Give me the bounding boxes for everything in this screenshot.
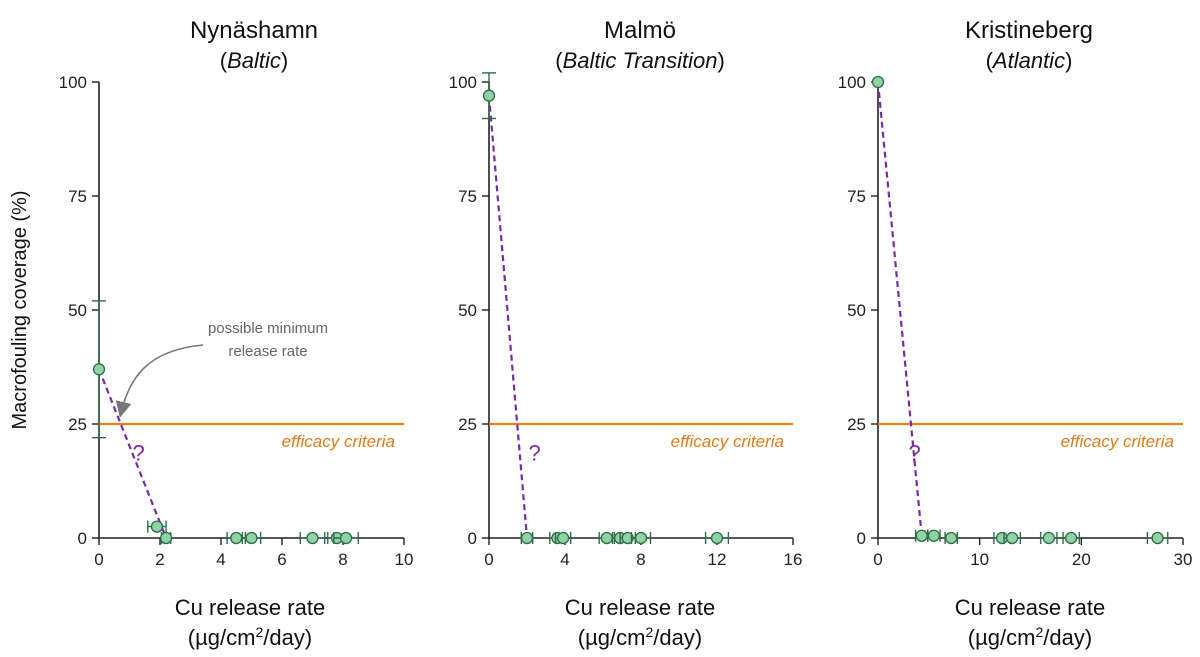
panel-title: Kristineberg	[965, 17, 1093, 44]
y-tick-label: 75	[847, 187, 866, 206]
data-point	[230, 531, 243, 545]
panel-subtitle: (Baltic)	[220, 48, 288, 73]
y-tick-label: 0	[468, 529, 477, 548]
data-point	[556, 531, 570, 545]
data-point	[159, 531, 173, 545]
x-tick-label: 16	[784, 550, 803, 569]
panel-subtitle-text: Baltic	[227, 48, 281, 73]
y-tick-label: 25	[68, 415, 87, 434]
dashed-fit-line	[876, 81, 923, 536]
y-tick-label: 50	[458, 301, 477, 320]
data-point	[306, 531, 319, 545]
x-tick-label: 0	[484, 550, 493, 569]
x-axis-units: (µg/cm2/day)	[578, 624, 702, 650]
panel-subtitle-text: Baltic Transition	[563, 48, 718, 73]
dashed-fit-line	[97, 368, 168, 539]
data-point	[634, 531, 648, 545]
y-tick-label: 25	[458, 415, 477, 434]
annotation-text: possible minimum	[208, 320, 328, 337]
data-point	[1006, 531, 1019, 545]
x-tick-label: 4	[560, 550, 569, 569]
x-tick-label: 20	[1072, 550, 1091, 569]
panel-nynashamn: Nynäshamn (Baltic) Cu release rate (µg/c…	[59, 17, 414, 650]
data-point	[1065, 531, 1078, 545]
panel-title: Malmö	[604, 17, 676, 44]
x-tick-label: 0	[873, 550, 882, 569]
y-tick-label: 0	[78, 529, 87, 548]
threshold-label: efficacy criteria	[1061, 432, 1174, 451]
data-point	[600, 531, 613, 545]
panel-subtitle-text: Atlantic	[991, 48, 1065, 73]
y-axis-label: Macrofouling coverage (%)	[9, 191, 31, 430]
x-tick-label: 10	[395, 550, 414, 569]
panel-kristineberg: Kristineberg (Atlantic) Cu release rate …	[838, 17, 1193, 650]
y-tick-label: 75	[458, 187, 477, 206]
panel-subtitle: (Baltic Transition)	[555, 48, 725, 73]
x-axis-units: (µg/cm2/day)	[188, 624, 312, 650]
panel-subtitle: (Atlantic)	[986, 48, 1073, 73]
uncertainty-marker: ?	[133, 440, 145, 465]
data-point	[245, 531, 258, 545]
data-point	[520, 531, 534, 545]
y-tick-label: 0	[857, 529, 866, 548]
x-tick-label: 6	[277, 550, 286, 569]
data-point	[92, 363, 106, 376]
y-tick-label: 100	[449, 73, 477, 92]
annotation-text: release rate	[228, 343, 307, 360]
data-point	[945, 531, 958, 545]
dashed-fit-line	[487, 95, 529, 539]
y-tick-label: 100	[59, 73, 87, 92]
data-point	[150, 520, 164, 533]
x-tick-label: 8	[636, 550, 645, 569]
data-point	[927, 529, 941, 542]
x-tick-label: 0	[94, 550, 103, 569]
x-axis-label: Cu release rate	[955, 595, 1105, 620]
x-axis-label: Cu release rate	[565, 595, 715, 620]
data-point	[1151, 531, 1164, 545]
data-point	[1042, 531, 1055, 545]
uncertainty-marker: ?	[528, 440, 540, 465]
panel-title: Nynäshamn	[190, 17, 318, 44]
x-axis-label: Cu release rate	[175, 595, 325, 620]
y-tick-label: 25	[847, 415, 866, 434]
data-point	[915, 529, 928, 542]
y-tick-label: 50	[847, 301, 866, 320]
x-tick-label: 12	[708, 550, 727, 569]
y-tick-label: 50	[68, 301, 87, 320]
x-tick-label: 2	[155, 550, 164, 569]
threshold-label: efficacy criteria	[671, 432, 784, 451]
data-point	[339, 531, 353, 545]
panel-malmo: Malmö (Baltic Transition) Cu release rat…	[449, 17, 803, 650]
y-tick-label: 75	[68, 187, 87, 206]
x-tick-label: 10	[970, 550, 989, 569]
x-tick-label: 4	[216, 550, 225, 569]
threshold-label: efficacy criteria	[282, 432, 395, 451]
uncertainty-marker: ?	[908, 440, 920, 465]
x-tick-label: 30	[1174, 550, 1193, 569]
data-point	[871, 75, 885, 89]
data-point	[710, 531, 724, 545]
annotation-arrow	[115, 344, 204, 418]
data-point	[482, 89, 496, 102]
x-tick-label: 8	[338, 550, 347, 569]
x-axis-units: (µg/cm2/day)	[968, 624, 1092, 650]
y-tick-label: 100	[838, 73, 866, 92]
